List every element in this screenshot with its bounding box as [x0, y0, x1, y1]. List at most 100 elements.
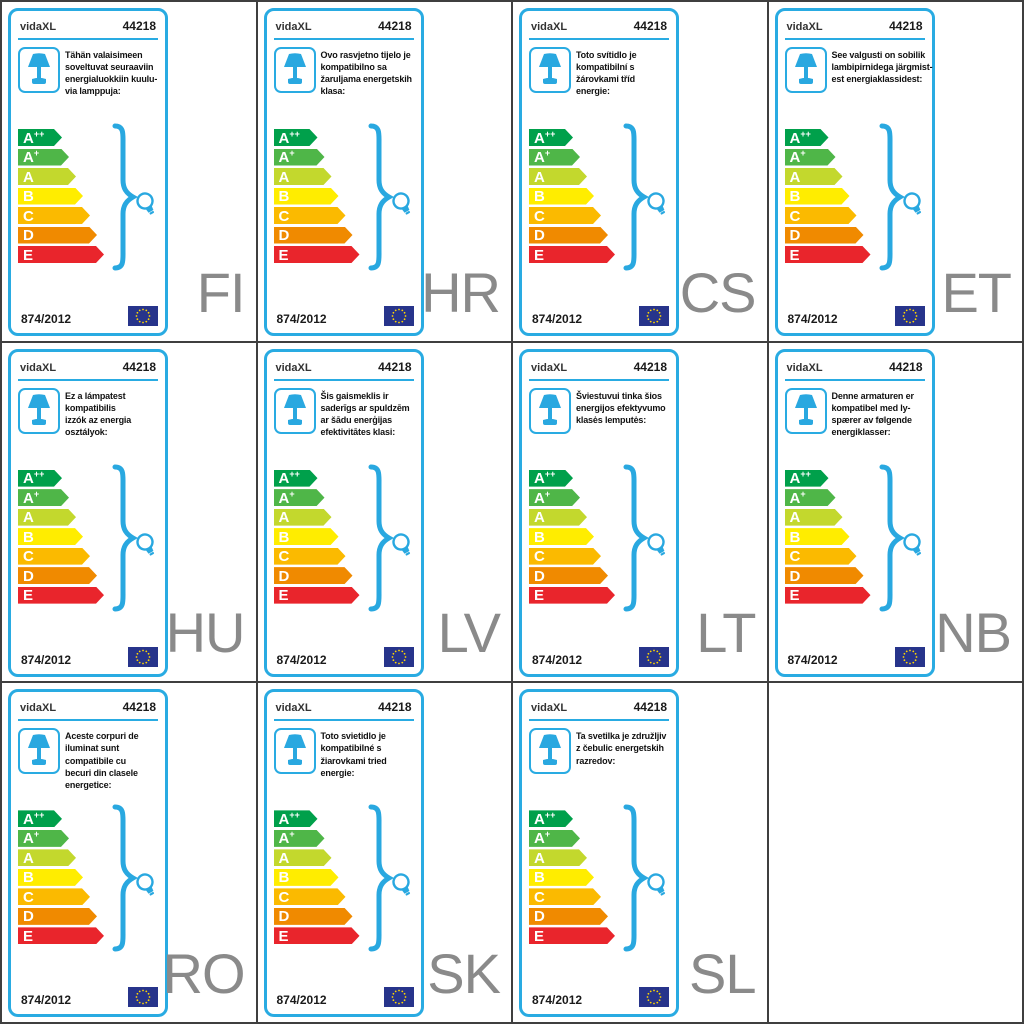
energy-class-arrow-A+: A+ [529, 830, 580, 847]
energy-class-letter: A [23, 509, 34, 527]
energy-label-card: vidaXL 44218 Šis gaismeklis ir saderīgs … [263, 348, 424, 677]
label-cell: vidaXL 44218 Ez a lámpatest kompatibilis… [2, 342, 256, 682]
light-bulb-icon [647, 873, 666, 896]
language-code: SK [427, 941, 501, 1005]
header-divider [18, 719, 158, 722]
energy-class-letter: D [278, 908, 290, 926]
header-divider [273, 719, 414, 722]
energy-class-letter: C [534, 207, 545, 225]
description-text: See valgusti on sobilik lambipirnidega j… [831, 50, 933, 85]
energy-class-arrow-A: A [18, 849, 76, 866]
light-bulb-icon [136, 532, 155, 556]
energy-class-letter: D [534, 227, 545, 244]
energy-class-arrow-E: E [274, 927, 360, 944]
energy-class-letter: C [23, 888, 34, 906]
energy-class-letter: A++ [789, 128, 811, 147]
energy-class-letter: E [23, 587, 34, 605]
table-lamp-icon [283, 53, 306, 84]
energy-class-arrow-A: A [274, 849, 332, 866]
brand-text: vidaXL [20, 361, 57, 374]
energy-class-arrow-B: B [18, 869, 83, 886]
energy-scale: A++ A+ A B C D E [785, 123, 925, 271]
model-number: 44218 [889, 19, 923, 33]
label-cell: vidaXL 44218 Tähän valaisimeen soveltuva… [2, 2, 256, 341]
light-bulb-icon [647, 192, 666, 215]
regulation-text: 874/2012 [787, 652, 838, 667]
energy-class-arrow-A++: A++ [785, 470, 829, 487]
language-code: LV [437, 601, 501, 665]
energy-class-arrow-A: A [18, 168, 76, 185]
energy-class-arrow-E: E [529, 587, 615, 604]
energy-label-card: vidaXL 44218 Toto svietidlo je kompatibi… [263, 689, 424, 1018]
energy-class-arrow-D: D [785, 567, 864, 584]
label-cell: vidaXL 44218 Aceste corpuri de iluminat … [2, 683, 256, 1022]
description-text: Šviestuvui tinka šios energijos efektyvu… [576, 390, 666, 425]
brand-text: vidaXL [275, 21, 312, 33]
energy-class-letter: C [789, 548, 801, 566]
brace-and-bulb [112, 123, 155, 271]
brace-icon [112, 123, 139, 271]
brace-icon [623, 804, 650, 952]
card-footer: 874/2012 [529, 646, 669, 667]
energy-class-letter: C [278, 548, 290, 566]
brace-icon [368, 804, 394, 952]
card-footer: 874/2012 [274, 987, 414, 1008]
energy-class-letter: A++ [23, 469, 45, 488]
energy-class-arrow-A: A [274, 168, 332, 185]
eu-flag-icon [894, 646, 925, 667]
model-number: 44218 [633, 19, 667, 33]
energy-class-letter: A [278, 849, 290, 867]
eu-flag-icon [894, 306, 925, 326]
energy-class-arrow-B: B [529, 188, 594, 205]
energy-class-arrow-A+: A+ [785, 149, 836, 166]
brace-icon [112, 804, 139, 952]
energy-class-arrow-D: D [274, 908, 353, 925]
light-bulb-icon [391, 873, 410, 896]
energy-class-letter: D [789, 567, 801, 585]
energy-class-letter: B [278, 869, 290, 887]
energy-class-arrow-A: A [529, 849, 587, 866]
energy-label-card: vidaXL 44218 Šviestuvui tinka šios energ… [519, 348, 679, 677]
energy-class-arrow-A+: A+ [274, 489, 325, 506]
energy-class-letter: C [23, 548, 34, 566]
language-code: ET [941, 260, 1012, 324]
description-text: Tähän valaisimeen soveltuvat seuraaviin … [65, 50, 158, 97]
description-text: Ovo rasvjetno tijelo je kompatibilno sa … [320, 50, 413, 97]
brand-text: vidaXL [531, 702, 568, 715]
energy-class-letter: D [789, 227, 801, 244]
empty-cell [768, 683, 1022, 1022]
lamp-icon-box [784, 387, 827, 434]
brand-text: vidaXL [275, 702, 312, 715]
energy-class-letter: D [278, 567, 290, 585]
eu-stars [135, 989, 151, 1005]
energy-class-arrow-B: B [785, 188, 850, 205]
brace-and-bulb [623, 804, 666, 952]
energy-class-arrow-A+: A+ [274, 830, 325, 847]
brand-text: vidaXL [786, 361, 823, 374]
eu-stars [646, 308, 662, 324]
eu-stars [391, 989, 406, 1005]
energy-class-arrow-A++: A++ [529, 810, 573, 827]
model-number: 44218 [889, 359, 923, 374]
energy-class-letter: A+ [789, 488, 806, 507]
table-lamp-icon [794, 53, 817, 84]
energy-scale: A++ A+ A B C D E [18, 464, 158, 612]
description-text: Ez a lámpatest kompatibilis izzók az ene… [65, 390, 132, 438]
model-number: 44218 [378, 359, 412, 374]
brace-icon [112, 464, 139, 612]
energy-class-arrow-B: B [274, 869, 339, 886]
info-row: Šis gaismeklis ir saderīgs ar spuldzēm a… [273, 387, 414, 452]
energy-class-letter: A [789, 168, 801, 186]
energy-class-letter: A+ [534, 829, 551, 848]
energy-class-letter: A++ [534, 469, 556, 488]
energy-class-letter: B [534, 528, 545, 546]
lamp-icon-box [529, 47, 571, 93]
energy-class-arrow-C: C [18, 888, 90, 905]
energy-class-arrow-A++: A++ [274, 470, 318, 487]
light-bulb-icon [391, 192, 410, 215]
energy-scale: A++ A+ A B C D E [785, 464, 925, 612]
brace-and-bulb [879, 123, 921, 271]
energy-class-arrow-D: D [274, 567, 353, 584]
card-header: vidaXL 44218 [529, 358, 669, 374]
eu-stars [391, 649, 406, 665]
